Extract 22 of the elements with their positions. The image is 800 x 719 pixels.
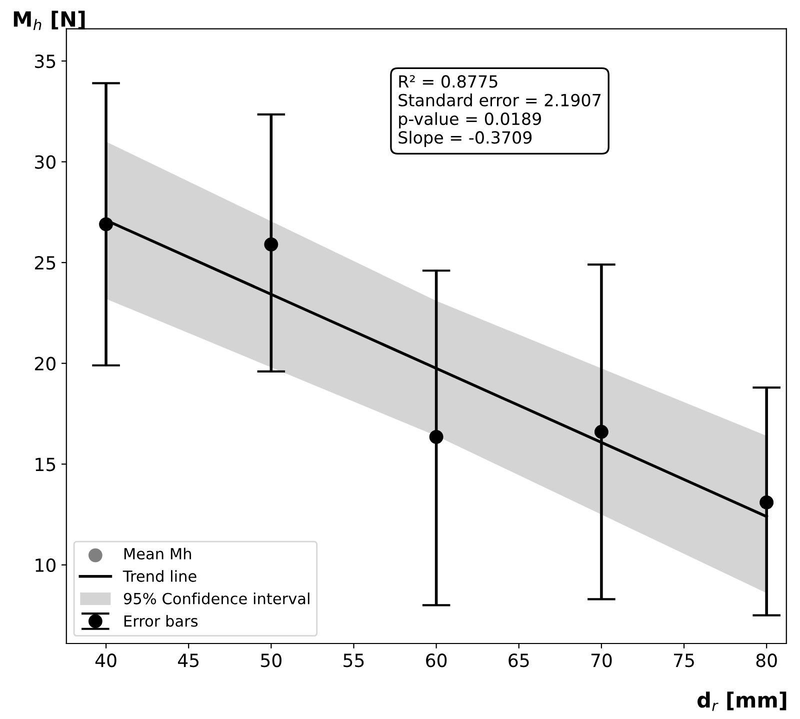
y-tick-label: 30: [35, 155, 56, 169]
x-tick-label: 80: [756, 654, 777, 668]
y-tick-label: 25: [35, 256, 56, 270]
annotation: 95% Confidence interval: [124, 592, 310, 604]
x-tick-label: 75: [674, 654, 694, 668]
y-tick-label: 15: [36, 458, 56, 472]
annotation: R² = 0.8775 Standard error = 2.1907 p-value = 0.0189 Slope = -0.3709: [398, 75, 601, 147]
x-tick-label: 40: [95, 654, 116, 668]
legend-label: Mean Mh: [124, 548, 191, 560]
x-tick-label: 65: [508, 654, 529, 668]
y-tick-label: 35: [35, 54, 56, 68]
x-tick-label: 45: [178, 654, 199, 668]
y-tick-label: 10: [36, 558, 56, 572]
x-tick-label: 70: [591, 654, 612, 668]
y-tick-label: 20: [35, 356, 56, 370]
x-tick-label: 50: [261, 654, 282, 668]
legend-label: Trend line: [122, 570, 196, 582]
x-axis-title: d$_{r}$ [mm]: [697, 692, 786, 711]
x-tick-label: 60: [426, 654, 447, 668]
legend-label: Error bars: [124, 614, 198, 627]
x-tick-label: 55: [344, 654, 364, 668]
y-axis-title: M$_{h}$ [N]: [14, 10, 85, 30]
